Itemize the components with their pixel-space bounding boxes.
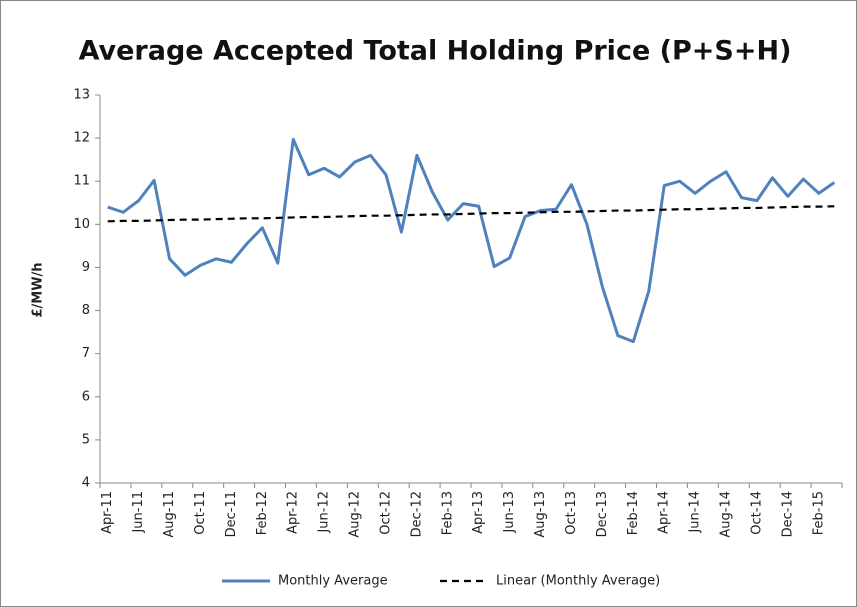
y-tick-label: 13 bbox=[73, 88, 90, 103]
x-tick-label: Oct-12 bbox=[378, 491, 393, 535]
x-tick-label: Aug-13 bbox=[533, 491, 548, 538]
x-tick-label: Apr-11 bbox=[100, 491, 115, 534]
y-tick-label: 9 bbox=[82, 260, 90, 275]
x-tick-label: Apr-12 bbox=[286, 491, 301, 534]
y-tick-label: 11 bbox=[73, 174, 90, 189]
y-tick-label: 6 bbox=[82, 389, 90, 404]
y-tick-label: 10 bbox=[73, 217, 90, 232]
legend-label: Monthly Average bbox=[278, 574, 388, 589]
x-tick-label: Feb-12 bbox=[255, 491, 270, 535]
chart-title: Average Accepted Total Holding Price (P+… bbox=[79, 36, 792, 67]
x-tick-label: Feb-14 bbox=[626, 491, 641, 535]
series-line bbox=[107, 137, 836, 344]
x-tick-label: Oct-13 bbox=[564, 491, 579, 535]
x-tick-label: Aug-11 bbox=[162, 491, 177, 538]
x-tick-label: Aug-12 bbox=[348, 491, 363, 538]
x-tick-label: Dec-14 bbox=[780, 491, 795, 537]
x-tick-label: Feb-15 bbox=[811, 491, 826, 535]
x-tick-label: Apr-13 bbox=[471, 491, 486, 534]
x-tick-label: Dec-13 bbox=[595, 491, 610, 537]
x-tick-label: Apr-14 bbox=[657, 491, 672, 534]
y-tick-label: 8 bbox=[82, 303, 90, 318]
y-tick-label: 7 bbox=[82, 346, 90, 361]
x-tick-label: Jun-13 bbox=[502, 491, 517, 534]
x-tick-label: Feb-13 bbox=[440, 491, 455, 535]
y-axis-label: £/MW/h bbox=[31, 262, 46, 317]
x-tick-label: Jun-11 bbox=[131, 491, 146, 534]
y-tick-label: 4 bbox=[82, 476, 90, 491]
x-tick-label: Jun-12 bbox=[317, 491, 332, 534]
x-tick-label: Oct-11 bbox=[193, 491, 208, 535]
series-line bbox=[107, 205, 835, 223]
x-tick-label: Jun-14 bbox=[688, 491, 703, 534]
x-tick-label: Oct-14 bbox=[749, 491, 764, 535]
x-tick-label: Dec-12 bbox=[409, 491, 424, 537]
x-tick-label: Dec-11 bbox=[224, 491, 239, 537]
x-tick-label: Aug-14 bbox=[719, 491, 734, 538]
legend-label: Linear (Monthly Average) bbox=[496, 574, 660, 589]
y-tick-label: 5 bbox=[82, 432, 90, 447]
y-tick-label: 12 bbox=[73, 131, 90, 146]
